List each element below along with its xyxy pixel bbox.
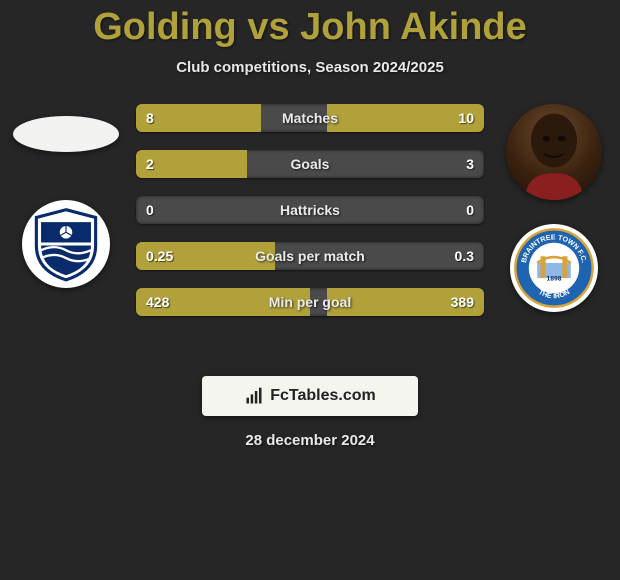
svg-text:1898: 1898 xyxy=(547,276,562,283)
brand-text: FcTables.com xyxy=(270,387,376,405)
stat-row: 428389Min per goal xyxy=(136,288,484,316)
southend-shield-icon xyxy=(27,205,105,283)
right-player-column: 1898 BRAINTREE TOWN F.C. THE IRON xyxy=(496,104,612,312)
right-club-badge: 1898 BRAINTREE TOWN F.C. THE IRON xyxy=(510,224,598,312)
stat-label: Min per goal xyxy=(136,288,484,316)
stat-label: Hattricks xyxy=(136,196,484,224)
stat-row: 810Matches xyxy=(136,104,484,132)
left-player-photo xyxy=(13,116,119,152)
stat-label: Goals per match xyxy=(136,242,484,270)
right-player-photo xyxy=(506,104,602,200)
stat-row: 0.250.3Goals per match xyxy=(136,242,484,270)
left-player-column xyxy=(8,104,124,288)
braintree-badge-icon: 1898 BRAINTREE TOWN F.C. THE IRON xyxy=(512,226,596,310)
source-badge: FcTables.com xyxy=(202,376,418,416)
left-club-badge xyxy=(22,200,110,288)
subtitle: Club competitions, Season 2024/2025 xyxy=(0,59,620,76)
date-text: 28 december 2024 xyxy=(0,432,620,449)
player-silhouette-icon xyxy=(506,104,602,200)
comparison-panel: 1898 BRAINTREE TOWN F.C. THE IRON 810Mat… xyxy=(0,104,620,354)
stat-row: 23Goals xyxy=(136,150,484,178)
stat-label: Matches xyxy=(136,104,484,132)
chart-icon xyxy=(244,386,264,406)
page-title: Golding vs John Akinde xyxy=(0,0,620,49)
stat-label: Goals xyxy=(136,150,484,178)
stat-bars: 810Matches 23Goals 00Hattricks 0.250.3Goals… xyxy=(136,104,484,316)
stat-row: 00Hattricks xyxy=(136,196,484,224)
